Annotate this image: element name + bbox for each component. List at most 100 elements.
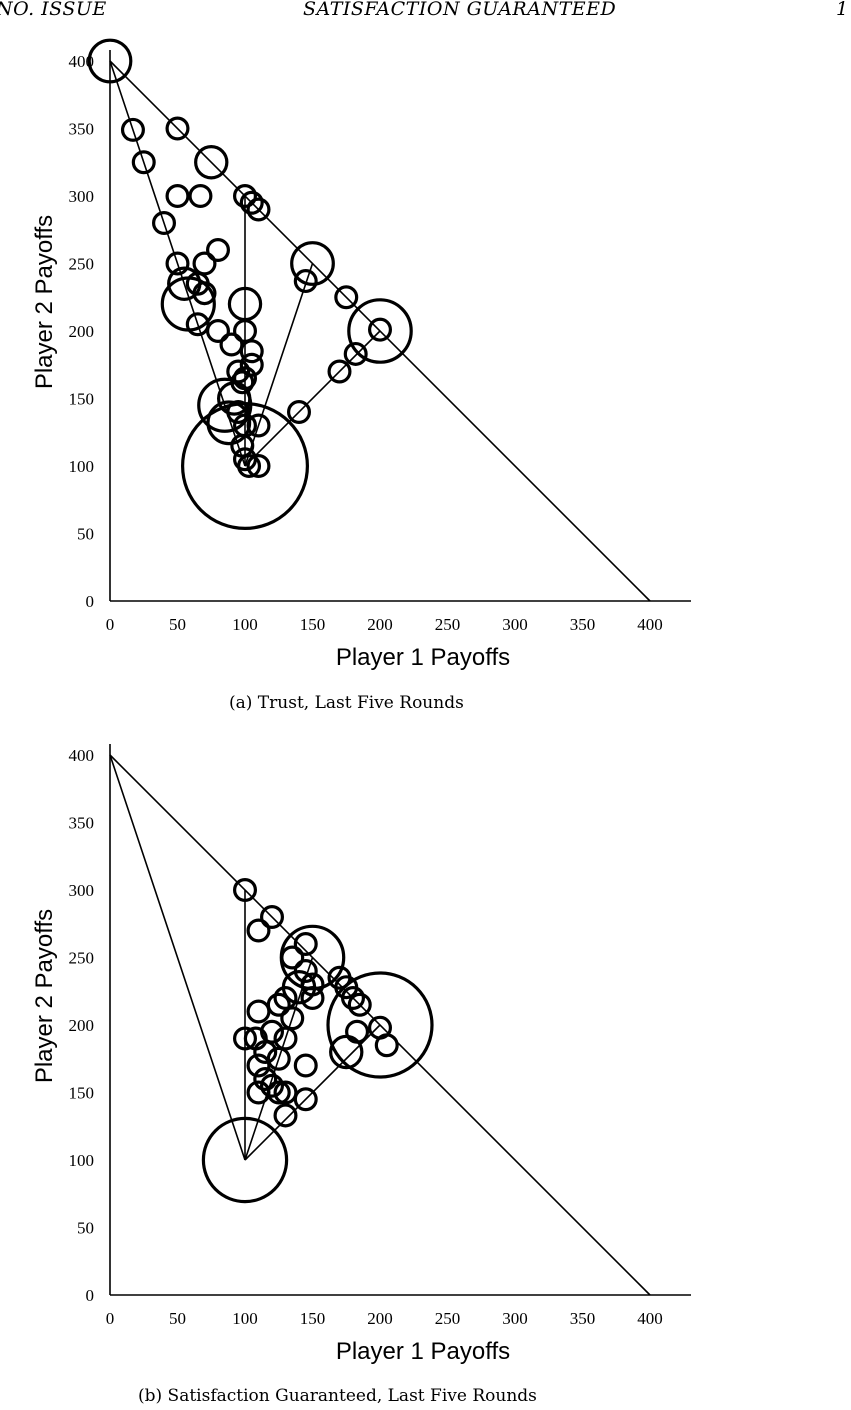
data-point-circle (206, 319, 231, 344)
caption-trust: (a) Trust, Last Five Rounds (229, 693, 464, 713)
data-point-circle (280, 945, 305, 970)
header-title: SATISFACTION GUARANTEED (303, 0, 617, 20)
data-point-circle (343, 341, 368, 366)
x-tick-label: 300 (502, 1309, 528, 1328)
x-tick-label: 0 (106, 615, 115, 634)
data-point-circle (246, 999, 271, 1024)
data-point-circle (246, 413, 271, 438)
data-point-circle (374, 1033, 399, 1058)
data-point-circle (329, 1034, 364, 1070)
x-tick-label: 200 (367, 1309, 393, 1328)
data-point-circle (165, 184, 190, 209)
x-tick-label: 250 (435, 1309, 461, 1328)
data-point-circle (226, 400, 251, 425)
y-tick-label: 0 (86, 1286, 95, 1305)
y-tick-label: 200 (69, 1016, 95, 1035)
reference-line (244, 330, 381, 467)
y-tick-label: 200 (69, 322, 95, 341)
data-point-circle (273, 1103, 298, 1128)
data-point-circle (253, 1067, 278, 1092)
y-tick-label: 150 (69, 1084, 95, 1103)
data-point-circle (341, 986, 366, 1011)
x-tick-label: 50 (169, 1309, 186, 1328)
data-point-circle (260, 1073, 285, 1098)
y-tick-label: 400 (69, 52, 95, 71)
data-point-circle (188, 184, 213, 209)
y-tick-label: 50 (77, 525, 94, 544)
reference-line (109, 60, 246, 467)
x-tick-label: 50 (169, 615, 186, 634)
x-tick-label: 150 (300, 615, 326, 634)
x-tick-label: 350 (570, 615, 596, 634)
x-tick-label: 250 (435, 615, 461, 634)
x-tick-label: 400 (637, 1309, 663, 1328)
satisfaction-guaranteed-scatter-chart: 0 50 100 150 200 250 300 350 400 0 50 100 150 200 250 3… (31, 744, 691, 1365)
data-point-circle (327, 359, 352, 384)
data-point-circle (131, 150, 156, 175)
y-tick-label: 150 (69, 390, 95, 409)
data-point-circle (326, 971, 434, 1079)
data-point-circle (233, 878, 258, 903)
data-point-circle (165, 251, 190, 276)
x-tick-label: 100 (232, 615, 258, 634)
data-point-circle (293, 1087, 318, 1112)
data-point-circle (246, 1053, 271, 1078)
y-axis-title: Player 2 Payoffs (31, 909, 58, 1083)
data-point-circle (260, 905, 285, 930)
reference-line (244, 263, 314, 467)
reference-line (244, 957, 314, 1161)
x-axis-title: Player 1 Payoffs (336, 1338, 510, 1365)
data-point-circle (194, 145, 229, 180)
y-tick-label: 250 (69, 949, 95, 968)
data-point-circle (246, 918, 271, 943)
data-point-circle (206, 238, 231, 263)
data-point-circle (181, 402, 310, 531)
y-tick-label: 400 (69, 746, 95, 765)
data-point-circle (334, 285, 359, 310)
page-number: 1 (836, 0, 849, 20)
y-tick-label: 300 (69, 187, 95, 206)
data-point-circle (246, 197, 271, 222)
data-point-circle (239, 190, 264, 215)
data-point-circle (246, 1080, 271, 1105)
data-point-circle (347, 298, 413, 364)
data-point-circle (246, 454, 271, 479)
data-point-circle (368, 317, 393, 342)
y-tick-label: 300 (69, 881, 95, 900)
x-tick-label: 350 (570, 1309, 596, 1328)
y-tick-label: 100 (69, 1151, 95, 1170)
data-point-circle (152, 211, 177, 236)
x-axis-title: Player 1 Payoffs (336, 644, 510, 671)
data-point-circle (192, 251, 217, 276)
data-point-circle (287, 400, 312, 425)
header-left: NO. ISSUE (0, 0, 107, 20)
data-point-circle (253, 1040, 278, 1065)
x-tick-label: 0 (106, 1309, 115, 1328)
data-point-circle (201, 1116, 289, 1204)
data-point-circle (120, 117, 145, 142)
y-tick-label: 0 (86, 592, 95, 611)
trust-scatter-chart: 0 50 100 150 200 250 300 350 400 0 50 100 150 200 250 3… (31, 38, 691, 671)
x-tick-label: 400 (637, 615, 663, 634)
y-tick-label: 250 (69, 255, 95, 274)
x-tick-label: 300 (502, 615, 528, 634)
data-point-circle (237, 454, 262, 479)
data-point-circle (293, 1053, 318, 1078)
data-point-circle (290, 241, 335, 286)
y-axis-title: Player 2 Payoffs (31, 215, 58, 389)
data-point-circle (233, 1026, 258, 1051)
data-point-circle (347, 992, 372, 1017)
y-tick-label: 50 (77, 1219, 94, 1238)
data-point-circle (165, 116, 190, 141)
data-point-circle (293, 269, 318, 294)
x-tick-label: 100 (232, 1309, 258, 1328)
y-tick-label: 350 (69, 814, 95, 833)
x-tick-label: 150 (300, 1309, 326, 1328)
y-tick-label: 100 (69, 457, 95, 476)
running-header: NO. ISSUE SATISFACTION GUARANTEED 1 (0, 0, 851, 24)
data-point-circle (300, 986, 325, 1011)
caption-satisfaction-guaranteed: (b) Satisfaction Guaranteed, Last Five R… (138, 1386, 537, 1406)
x-tick-label: 200 (367, 615, 393, 634)
data-point-circle (219, 332, 244, 357)
data-point-circle (87, 38, 133, 84)
